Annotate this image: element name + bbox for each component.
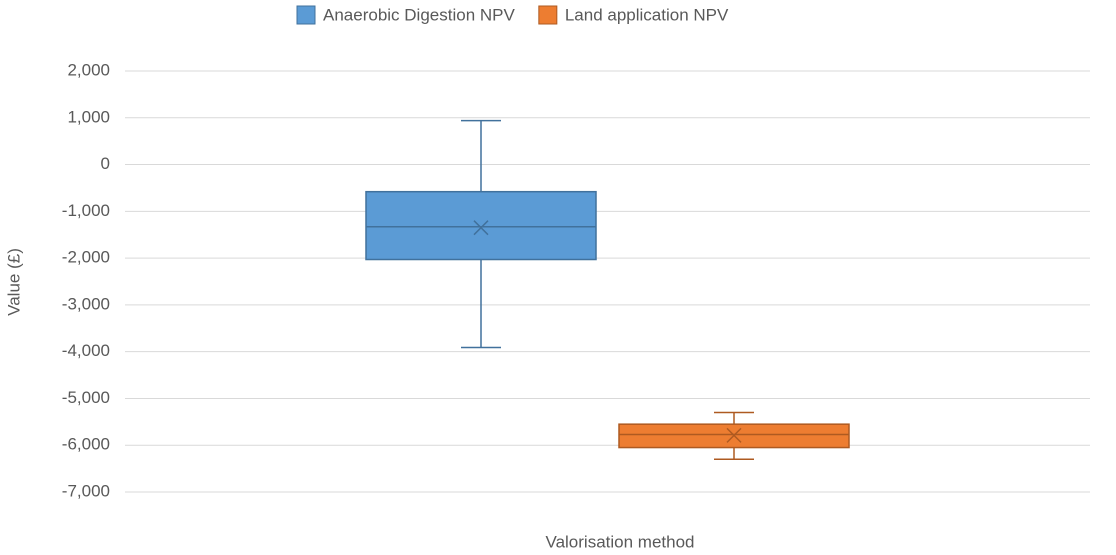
y-tick-label: 0 <box>101 154 110 173</box>
y-tick-label: -7,000 <box>62 481 110 500</box>
mean-marker <box>726 427 742 443</box>
mean-marker <box>473 220 489 236</box>
y-tick-label: -3,000 <box>62 294 110 313</box>
legend-swatch <box>296 5 316 25</box>
legend-label: Anaerobic Digestion NPV <box>323 5 515 24</box>
x-axis-label: Valorisation method <box>546 532 695 551</box>
y-tick-label: 1,000 <box>67 107 110 126</box>
box <box>365 190 597 261</box>
y-tick-label: -4,000 <box>62 341 110 360</box>
y-tick-label: -1,000 <box>62 201 110 220</box>
legend-label: Land application NPV <box>565 5 729 24</box>
y-tick-label: 2,000 <box>67 60 110 79</box>
y-tick-label: -5,000 <box>62 388 110 407</box>
legend-swatch <box>538 5 558 25</box>
y-tick-label: -6,000 <box>62 435 110 454</box>
y-axis-label: Value (£) <box>4 248 23 316</box>
y-tick-label: -2,000 <box>62 248 110 267</box>
